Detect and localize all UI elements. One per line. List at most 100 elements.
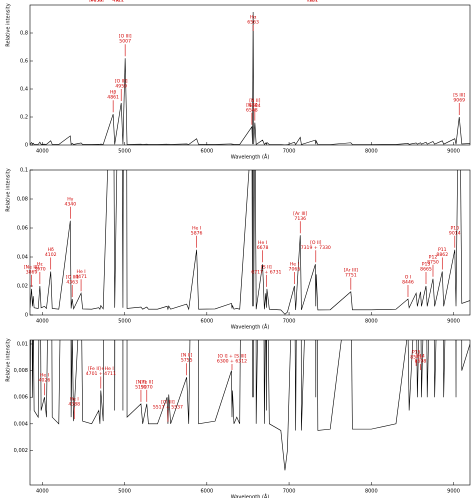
spectrum-line	[30, 340, 470, 471]
annotation-label: He I	[114, 0, 123, 4]
annotation-label: [Fe III]	[89, 0, 104, 4]
annotation-label: 4363	[66, 280, 78, 286]
plot-frame	[29, 339, 471, 486]
annotation-label: 4861	[107, 95, 119, 101]
x-tick-label: 6000	[200, 489, 213, 495]
plot-area	[30, 170, 470, 315]
annotation-label: 4922	[112, 0, 124, 4]
annotation-label: [Ar III]	[344, 267, 358, 273]
annotation-label: 8446	[402, 280, 414, 286]
annotation-label: 6563	[247, 20, 259, 26]
annotation-label: [S II]	[261, 264, 272, 270]
annotation-label: [Ar III]	[293, 211, 307, 217]
x-tick-label: 6000	[200, 149, 213, 155]
y-tick-label: 0,06	[17, 226, 28, 232]
annotation-label: [O III]	[119, 34, 132, 40]
annotation-label: P13	[422, 262, 431, 268]
annotation-label: [N I]	[136, 379, 146, 385]
plot-area	[30, 11, 470, 145]
annotation-label: 7319 + 7330	[301, 245, 331, 251]
x-axis-label: Wavelength (Å)	[231, 494, 270, 498]
annotation-label: 6678	[257, 245, 269, 251]
annotation-label: 5876	[191, 230, 203, 236]
y-tick-label: 0	[25, 143, 28, 149]
annotation-label: 4471	[75, 274, 87, 280]
x-axis-label: Wavelength (Å)	[231, 324, 270, 331]
annotation-label: 5755	[181, 358, 193, 364]
annotation-label: 8665	[420, 267, 432, 273]
y-axis-label: Relative intensity	[6, 168, 12, 211]
annotation-label: [Ne III]	[24, 264, 40, 270]
annotation-label: 3970	[34, 267, 46, 273]
x-tick-label: 8000	[365, 149, 378, 155]
annotation-label: 7281	[306, 0, 318, 4]
annotation-label: 7136	[294, 216, 306, 222]
y-tick-label: 0,02	[17, 284, 28, 290]
x-tick-label: 5000	[118, 489, 131, 495]
y-tick-label: 0,4	[20, 87, 28, 93]
annotation-label: Hδ	[48, 247, 54, 253]
annotation-label: 8862	[436, 252, 448, 258]
annotation-label: He I	[258, 240, 267, 246]
annotation-label: 4959	[115, 84, 127, 90]
annotation-label: [Fe II]	[140, 379, 153, 385]
annotation-label: 6717 + 6731	[251, 269, 281, 275]
y-axis-label: Relative intensity	[6, 3, 12, 46]
y-tick-label: 0,2	[20, 115, 28, 121]
x-tick-label: 4000	[36, 319, 49, 325]
annotation-label: 7065	[289, 267, 301, 273]
annotation-label: P15	[412, 350, 421, 356]
x-tick-label: 5000	[118, 319, 131, 325]
annotation-label: [N II]	[181, 353, 192, 359]
annotation-label: 5270	[141, 384, 153, 390]
annotation-label: 4701 + 4711	[86, 371, 116, 377]
y-tick-label: 0,8	[20, 31, 28, 37]
annotation-label: P10	[450, 225, 459, 231]
annotation-label: 6300 + 6312	[217, 359, 247, 365]
annotation-label: 4026	[39, 378, 51, 384]
annotation-label: 8598	[415, 359, 427, 365]
y-tick-label: 0,004	[14, 421, 28, 427]
annotation-label: 4102	[45, 252, 57, 258]
annotation-label: [O I] + [S III]	[218, 354, 247, 360]
annotation-label: [Cl III]	[161, 399, 175, 405]
annotation-label: P12	[429, 254, 438, 260]
x-axis-label: Wavelength (Å)	[231, 154, 270, 161]
annotation-label: He I	[192, 225, 201, 231]
y-tick-label: 0,006	[14, 395, 28, 401]
x-tick-label: 4000	[36, 149, 49, 155]
annotation-label: 5517 + 5537	[153, 404, 183, 410]
annotation-label: 5007	[119, 39, 131, 45]
x-tick-label: 8000	[365, 319, 378, 325]
x-tick-label: 9000	[447, 149, 460, 155]
annotation-label: P11	[438, 247, 447, 253]
x-tick-label: 7000	[283, 319, 296, 325]
annotation-label: He I	[70, 397, 79, 403]
annotation-label: 4388	[68, 402, 80, 408]
annotation-label: [N II]	[249, 98, 260, 104]
x-tick-label: 4000	[36, 489, 49, 495]
annotation-label: P14	[416, 354, 425, 360]
annotation-label: 9069	[453, 98, 465, 104]
y-axis-label: Relative intensity	[6, 338, 12, 381]
annotation-label: He I	[290, 262, 299, 268]
plot-frame	[29, 4, 471, 146]
x-tick-label: 7000	[283, 489, 296, 495]
annotation-label: [Fe II]+He I	[88, 366, 114, 372]
annotation-label: 4340	[64, 201, 76, 207]
annotation-label: 8750	[427, 259, 439, 265]
x-tick-label: 9000	[447, 319, 460, 325]
annotation-label: He I	[308, 0, 317, 4]
y-tick-label: 0,01	[17, 341, 28, 347]
y-tick-label: 0	[25, 313, 28, 319]
y-tick-label: 0,08	[17, 197, 28, 203]
plot-frame	[29, 169, 471, 316]
annotation-label: [O III]	[66, 275, 79, 281]
annotation-label: 6584	[249, 103, 261, 109]
annotation-label: 9014	[449, 230, 461, 236]
annotation-label: 8545	[410, 355, 422, 361]
annotation-label: [N II]	[246, 102, 257, 108]
y-tick-label: 0,6	[20, 59, 28, 65]
x-tick-label: 6000	[200, 319, 213, 325]
